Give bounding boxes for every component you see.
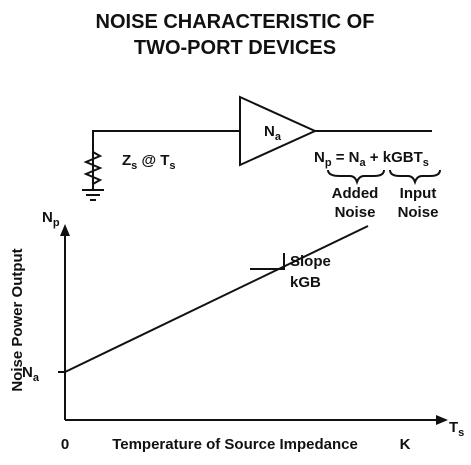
annotation: Added: [332, 185, 379, 202]
text: N: [42, 209, 53, 226]
title-line: TWO-PORT DEVICES: [134, 37, 336, 59]
slope-label: kGB: [290, 274, 321, 291]
arrow: [60, 224, 70, 236]
x-end-label: K: [400, 436, 411, 453]
subscript: s: [458, 427, 464, 439]
x-axis-title: Temperature of Source Impedance: [112, 436, 358, 453]
subscript: a: [33, 372, 40, 384]
intercept-label: Na: [22, 364, 40, 384]
subscript: a: [360, 157, 367, 169]
y-axis-symbol: Np: [42, 209, 60, 229]
annotation: Noise: [398, 204, 439, 221]
text: Z: [122, 152, 131, 169]
text: N: [314, 149, 325, 166]
text: N: [264, 123, 275, 140]
text: @ T: [137, 152, 169, 169]
amplifier-label: Na: [264, 123, 282, 143]
subscript: s: [131, 160, 137, 172]
text: N: [22, 364, 33, 381]
text: + kGBT: [366, 149, 423, 166]
source-label: Zs @ Ts: [122, 152, 176, 172]
subscript: p: [53, 217, 60, 229]
brace: [327, 169, 385, 186]
noise-line: [64, 225, 369, 373]
amplifier: [239, 95, 318, 167]
slope-triangle: [250, 253, 285, 270]
y-axis-title: Noise Power Output: [9, 248, 26, 391]
text: = N: [332, 149, 360, 166]
annotation: Input: [400, 185, 437, 202]
x-axis-symbol: Ts: [449, 419, 464, 439]
origin-label: 0: [61, 436, 69, 453]
subscript: s: [169, 160, 175, 172]
annotation: Noise: [335, 204, 376, 221]
subscript: s: [423, 157, 429, 169]
subscript: p: [325, 157, 332, 169]
resistor: [83, 146, 103, 190]
brace: [389, 169, 441, 186]
title-line: NOISE CHARACTERISTIC OF: [96, 11, 375, 33]
subscript: a: [275, 131, 282, 143]
equation: Np = Na + kGBTs: [314, 149, 429, 169]
input-wire: [92, 130, 240, 188]
text: T: [449, 419, 458, 436]
slope-label: Slope: [290, 253, 331, 270]
arrow: [436, 415, 448, 425]
